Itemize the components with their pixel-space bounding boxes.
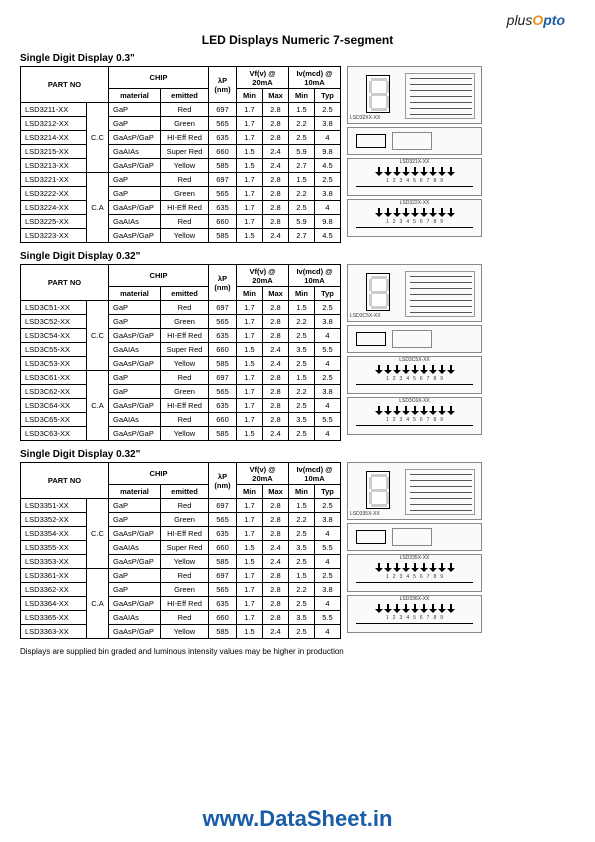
dimension-diagram: [347, 325, 482, 353]
spec-table: PART NOCHIPλP (nm)Vf(v) @ 20mAIv(mcd) @ …: [20, 66, 341, 243]
schematic-diagram: LSD321X-XX123456789: [347, 158, 482, 196]
table-row: LSD3C55-XXGaAIAsSuper Red6601.52.43.55.5: [21, 343, 341, 357]
table-row: LSD3352-XXGaPGreen5651.72.82.23.8: [21, 513, 341, 527]
table-row: LSD3215-XXGaAIAsSuper Red6601.52.45.99.8: [21, 145, 341, 159]
table-row: LSD3213-XXGaAsP/GaPYellow5851.52.42.74.5: [21, 159, 341, 173]
diagram-column: LSD3C5X-XX LSD3C5X-XX123456789LSD3C6X-XX1…: [347, 264, 482, 438]
table-row: LSD3362-XXGaPGreen5651.72.82.23.8: [21, 583, 341, 597]
schematic-diagram: LSD336X-XX123456789: [347, 595, 482, 633]
watermark: www.DataSheet.in: [203, 806, 393, 832]
dimension-diagram: [347, 523, 482, 551]
table-row: LSD3212-XXGaPGreen5651.72.82.23.8: [21, 117, 341, 131]
schematic-diagram: LSD3C5X-XX123456789: [347, 356, 482, 394]
table-row: LSD3364-XXGaAsP/GaPHI-Eff Red6351.72.82.…: [21, 597, 341, 611]
spec-table: PART NOCHIPλP (nm)Vf(v) @ 20mAIv(mcd) @ …: [20, 462, 341, 639]
logo: plusOpto: [507, 12, 565, 28]
table-row: LSD3363-XXGaAsP/GaPYellow5851.52.42.54: [21, 625, 341, 639]
table-row: LSD3C54-XXGaAsP/GaPHI-Eff Red6351.72.82.…: [21, 329, 341, 343]
table-row: LSD3C65-XXGaAIAsRed6601.72.83.55.5: [21, 413, 341, 427]
dimension-diagram: [347, 127, 482, 155]
table-row: LSD3C63-XXGaAsP/GaPYellow5851.52.42.54: [21, 427, 341, 441]
footnote: Displays are supplied bin graded and lum…: [20, 647, 575, 656]
table-row: LSD3C61-XXC.AGaPRed6971.72.81.52.5: [21, 371, 341, 385]
table-row: LSD3223-XXGaAsP/GaPYellow5851.52.42.74.5: [21, 229, 341, 243]
table-row: LSD3355-XXGaAIAsSuper Red6601.52.43.55.5: [21, 541, 341, 555]
diagram-column: LSD335X-XX LSD335X-XX123456789LSD336X-XX1…: [347, 462, 482, 636]
table-row: LSD3224-XXGaAsP/GaPHI-Eff Red6351.72.82.…: [21, 201, 341, 215]
table-row: LSD3351-XXC.CGaPRed6971.72.81.52.5: [21, 499, 341, 513]
table-row: LSD3211-XXC.CGaPRed6971.72.81.52.5: [21, 103, 341, 117]
section-title: Single Digit Display 0.32": [20, 251, 575, 262]
package-diagram: LSD335X-XX: [347, 462, 482, 520]
page-title: LED Displays Numeric 7-segment: [20, 33, 575, 47]
table-row: LSD3354-XXGaAsP/GaPHI-Eff Red6351.72.82.…: [21, 527, 341, 541]
schematic-diagram: LSD3C6X-XX123456789: [347, 397, 482, 435]
table-row: LSD3C64-XXGaAsP/GaPHI-Eff Red6351.72.82.…: [21, 399, 341, 413]
section-title: Single Digit Display 0.3": [20, 53, 575, 64]
table-row: LSD3C52-XXGaPGreen5651.72.82.23.8: [21, 315, 341, 329]
table-row: LSD3C51-XXC.CGaPRed6971.72.81.52.5: [21, 301, 341, 315]
diagram-column: LSD32XX-XX LSD321X-XX123456789LSD322X-XX1…: [347, 66, 482, 240]
spec-table: PART NOCHIPλP (nm)Vf(v) @ 20mAIv(mcd) @ …: [20, 264, 341, 441]
table-row: LSD3C53-XXGaAsP/GaPYellow5851.52.42.54: [21, 357, 341, 371]
table-row: LSD3221-XXC.AGaPRed6971.72.81.52.5: [21, 173, 341, 187]
logo-opto: Opto: [532, 12, 565, 28]
package-diagram: LSD3C5X-XX: [347, 264, 482, 322]
table-row: LSD3361-XXC.AGaPRed6971.72.81.52.5: [21, 569, 341, 583]
section-title: Single Digit Display 0.32": [20, 449, 575, 460]
package-diagram: LSD32XX-XX: [347, 66, 482, 124]
table-row: LSD3365-XXGaAIAsRed6601.72.83.55.5: [21, 611, 341, 625]
table-row: LSD3C62-XXGaPGreen5651.72.82.23.8: [21, 385, 341, 399]
logo-plus: plus: [507, 12, 533, 28]
schematic-diagram: LSD322X-XX123456789: [347, 199, 482, 237]
table-row: LSD3353-XXGaAsP/GaPYellow5851.52.42.54: [21, 555, 341, 569]
table-row: LSD3225-XXGaAIAsRed6601.72.85.99.8: [21, 215, 341, 229]
table-row: LSD3222-XXGaPGreen5651.72.82.23.8: [21, 187, 341, 201]
schematic-diagram: LSD335X-XX123456789: [347, 554, 482, 592]
table-row: LSD3214-XXGaAsP/GaPHI-Eff Red6351.72.82.…: [21, 131, 341, 145]
